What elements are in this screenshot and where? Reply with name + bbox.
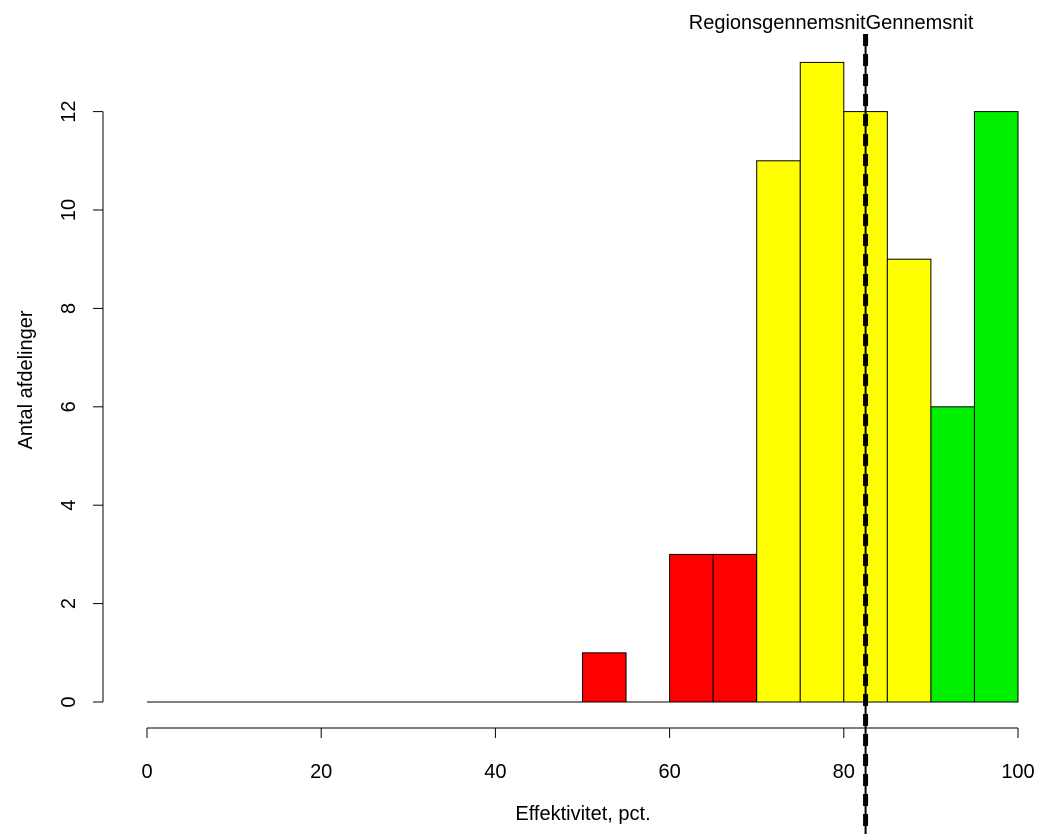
y-tick-label: 8 — [58, 303, 80, 314]
histogram-bar — [886, 258, 932, 703]
x-tick-label: 60 — [658, 761, 680, 783]
histogram-bar — [669, 553, 714, 703]
x-tick-label: 100 — [1001, 761, 1034, 783]
y-tick-label: 0 — [58, 696, 80, 707]
y-tick-label: 12 — [58, 100, 80, 122]
y-axis-label: Antal afdelinger — [15, 310, 37, 449]
x-tick-label: 40 — [484, 761, 506, 783]
axes-layer: 0 20 40 60 80 100 0 2 4 6 8 10 12 — [58, 100, 1035, 783]
x-tick-label: 0 — [141, 761, 152, 783]
histogram-bar — [582, 652, 627, 703]
histogram-bar — [930, 406, 975, 703]
x-tick-label: 80 — [833, 761, 855, 783]
y-tick-label: 10 — [58, 199, 80, 221]
y-tick-label: 2 — [58, 598, 80, 609]
histogram-bar — [756, 160, 801, 703]
x-tick-label: 20 — [310, 761, 332, 783]
gennemsnit-label: Gennemsnit — [866, 12, 974, 34]
histogram-bar — [973, 111, 1019, 703]
y-tick-label: 6 — [58, 401, 80, 412]
y-tick-label: 4 — [58, 500, 80, 511]
reference-lines-layer: Regionsgennemsnit Gennemsnit — [689, 12, 974, 834]
x-axis-label: Effektivitet, pct. — [515, 803, 650, 825]
histogram-bar — [712, 553, 758, 703]
regionsgennemsnit-label: Regionsgennemsnit — [689, 12, 866, 34]
bars-layer — [147, 61, 1019, 703]
histogram-bar — [799, 61, 845, 703]
